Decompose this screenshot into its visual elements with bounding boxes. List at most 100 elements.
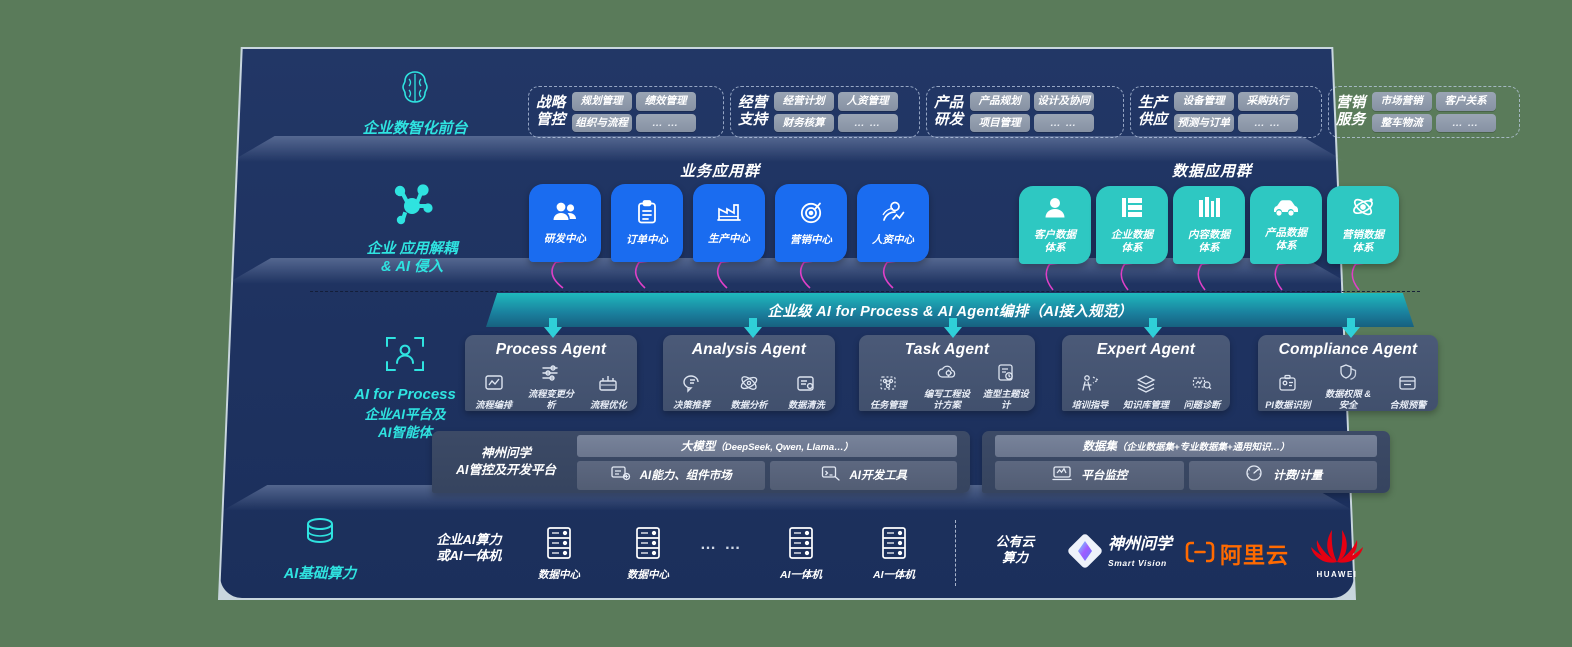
platform-top-bar[interactable]: 数据集（企业数据集+专业数据集+通用知识…）	[995, 434, 1377, 457]
group-title-data: 数据应用群	[1172, 163, 1253, 180]
agent-item[interactable]: 问题诊断	[1174, 373, 1230, 411]
infra-node[interactable]: 数据中心	[524, 526, 594, 582]
vendor-shenzhou[interactable]: 神州问学 Smart Vision	[1068, 534, 1172, 573]
domain-chips: 经营计划 人资管理 财务核算 … …	[773, 92, 898, 132]
domain-chip[interactable]: … …	[635, 113, 696, 132]
app-card-rd[interactable]: 研发中心	[529, 184, 601, 262]
domain-name: 经营 支持	[738, 94, 768, 128]
app-card-production[interactable]: 生产中心	[693, 184, 765, 262]
platform-strip-right[interactable]: 数据集（企业数据集+专业数据集+通用知识…） 平台监控	[982, 431, 1390, 493]
domain-chip[interactable]: … …	[1435, 113, 1496, 132]
agent-card-task[interactable]: Task Agent 任务管理	[859, 335, 1035, 411]
platform-cell[interactable]: AI开发工具	[769, 460, 957, 490]
agent-item-label: 问题诊断	[1183, 399, 1221, 410]
agent-item[interactable]: 数据分析	[720, 373, 777, 411]
domain-chip[interactable]: 客户关系	[1435, 92, 1496, 111]
agent-item-label: 造型主题设计	[982, 389, 1029, 411]
domain-group[interactable]: 战略 管控 规划管理 绩效管理 组织与流程 … …	[528, 86, 724, 138]
agent-item[interactable]: 合规预警	[1378, 373, 1438, 411]
data-card-product[interactable]: 产品数据 体系	[1250, 186, 1322, 264]
domain-chip[interactable]: 财务核算	[773, 113, 834, 132]
domain-chip[interactable]: 设备管理	[1173, 92, 1234, 111]
domain-chip[interactable]: 绩效管理	[635, 92, 696, 111]
server-icon	[633, 526, 663, 565]
domain-chip[interactable]: 人资管理	[837, 92, 898, 111]
optimize-icon	[597, 373, 619, 398]
data-clean-icon	[795, 373, 817, 398]
domain-name: 产品 研发	[934, 94, 964, 128]
agent-item[interactable]: 流程编排	[465, 373, 522, 411]
devtool-icon	[820, 464, 842, 487]
agent-card-compliance[interactable]: Compliance Agent PI数据识别	[1258, 335, 1438, 411]
platform-cell[interactable]: AI能力、组件市场	[577, 460, 765, 490]
data-card-enterprise[interactable]: 企业数据 体系	[1096, 186, 1168, 264]
agent-item[interactable]: PI数据识别	[1258, 373, 1318, 411]
agent-card-process[interactable]: Process Agent 流程编排 流程变更分析	[465, 335, 637, 411]
domain-chip[interactable]: 产品规划	[969, 92, 1030, 111]
agent-item[interactable]: 知识库管理	[1118, 373, 1174, 411]
monitor-icon	[1051, 464, 1073, 487]
app-card-hr[interactable]: 人资中心	[857, 184, 929, 262]
platform-cells: AI能力、组件市场 AI开发工具	[577, 460, 957, 490]
domain-chip[interactable]: 规划管理	[571, 92, 632, 111]
domain-group[interactable]: 营销 服务 市场营销 客户关系 整车物流 … …	[1328, 86, 1520, 138]
agent-card-expert[interactable]: Expert Agent 培训指导 知识库管理	[1062, 335, 1230, 411]
agent-item[interactable]: 流程变更分析	[522, 362, 579, 411]
agent-item[interactable]: 数据权限 & 安全	[1318, 362, 1378, 411]
platform-top-bar[interactable]: 大模型（DeepSeek, Qwen, Llama…）	[577, 434, 957, 457]
agent-item[interactable]: 培训指导	[1062, 373, 1118, 411]
domain-chip[interactable]: 采购执行	[1237, 92, 1298, 111]
domain-chip[interactable]: 整车物流	[1371, 113, 1432, 132]
agent-item[interactable]: 任务管理	[859, 373, 918, 411]
domain-chip[interactable]: 组织与流程	[571, 113, 632, 132]
vendor-huawei[interactable]: HUAWEI	[1308, 528, 1366, 579]
data-card-label: 企业数据 体系	[1111, 228, 1153, 254]
infra-node-label: 数据中心	[538, 569, 580, 581]
app-card-label: 营销中心	[790, 233, 832, 246]
vendor-alicloud[interactable]: 阿里云	[1185, 538, 1289, 570]
domain-group[interactable]: 生产 供应 设备管理 采购执行 预测与订单 … …	[1130, 86, 1322, 138]
domain-chip[interactable]: 项目管理	[969, 113, 1030, 132]
agent-item[interactable]: 数据清洗	[778, 373, 835, 411]
domain-chip[interactable]: … …	[1033, 113, 1094, 132]
agent-item[interactable]: 决策推荐	[663, 373, 720, 411]
agent-title: Process Agent	[495, 341, 607, 358]
infra-left-label: 企业AI算力 或AI一体机	[404, 528, 534, 565]
agent-items: 流程编排 流程变更分析 流程优化	[465, 362, 637, 411]
infra-node[interactable]: AI一体机	[859, 526, 929, 582]
agent-card-analysis[interactable]: Analysis Agent 决策推荐 数据分析	[663, 335, 835, 411]
data-card-label: 客户数据 体系	[1034, 228, 1076, 254]
domain-chip[interactable]: 市场营销	[1371, 92, 1432, 111]
atom-analysis-icon	[738, 373, 760, 398]
platform-strip-left[interactable]: 神州问学 AI管控及开发平台 大模型（DeepSeek, Qwen, Llama…	[432, 431, 970, 493]
data-card-content[interactable]: 内容数据 体系	[1173, 186, 1245, 264]
orchestration-band-label: 企业级 AI for Process & AI Agent编排（AI接入规范）	[767, 303, 1133, 320]
platform-top-main: 数据集	[1082, 440, 1117, 453]
data-card-marketing[interactable]: 营销数据 体系	[1327, 186, 1399, 264]
platform-cell[interactable]: 计费/计量	[1188, 460, 1377, 490]
infra-node[interactable]: 数据中心	[613, 526, 683, 582]
domain-group[interactable]: 产品 研发 产品规划 设计及协同 项目管理 … …	[926, 86, 1124, 138]
vendor-shenzhou-text: 神州问学 Smart Vision	[1108, 536, 1172, 571]
agent-item[interactable]: 流程优化	[580, 373, 637, 411]
doc-clock-icon	[995, 362, 1017, 387]
domain-chip[interactable]: 预测与订单	[1173, 113, 1234, 132]
data-card-customer[interactable]: 客户数据 体系	[1019, 186, 1091, 264]
infra-node[interactable]: AI一体机	[766, 526, 836, 582]
app-card-marketing[interactable]: 营销中心	[775, 184, 847, 262]
agent-item[interactable]: 编写工程设计方案	[918, 362, 977, 411]
domain-chip[interactable]: 设计及协同	[1033, 92, 1094, 111]
agent-item[interactable]: 造型主题设计	[976, 362, 1035, 411]
domain-chip[interactable]: 经营计划	[773, 92, 834, 111]
rail-ai-process-sublabel: 企业AI平台及 AI智能体	[364, 407, 446, 440]
domain-name: 生产 供应	[1138, 94, 1168, 128]
app-card-order[interactable]: 订单中心	[611, 184, 683, 262]
domain-chip[interactable]: … …	[837, 113, 898, 132]
domain-group[interactable]: 经营 支持 经营计划 人资管理 财务核算 … …	[730, 86, 920, 138]
platform-name: 神州问学 AI管控及开发平台	[455, 446, 556, 477]
agent-item-label: 知识库管理	[1123, 399, 1169, 410]
domain-chip[interactable]: … …	[1237, 113, 1298, 132]
molecule-icon	[312, 182, 512, 234]
platform-cell[interactable]: 平台监控	[995, 460, 1184, 490]
